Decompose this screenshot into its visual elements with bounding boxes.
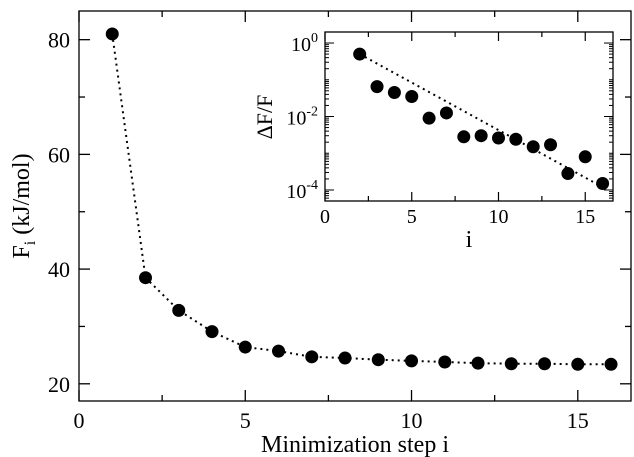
inset-y-tick-label: 100 [291,31,318,56]
y-tick-label: 20 [48,372,70,397]
inset-series [353,47,610,191]
inset-data-point [596,177,610,191]
data-point [371,353,385,367]
main-tick-labels: 0 5 10 15 20 40 60 80 [48,28,589,433]
x-tick-label: 5 [240,408,251,433]
x-tick-label: 0 [74,408,85,433]
inset-data-point [422,111,436,125]
data-point [471,356,485,370]
inset-data-point [578,150,592,164]
inset-data-point [491,131,505,145]
data-point [604,357,618,371]
inset-fit-line [359,53,604,188]
inset-data-point [544,138,558,152]
data-point [405,354,419,368]
x-tick-label: 10 [401,408,423,433]
data-point [504,357,518,371]
main-series [105,27,618,371]
inset-x-tick-label: 15 [575,206,595,228]
inset-data-point [370,80,384,94]
x-axis-label: Minimization step i [261,432,449,457]
inset-data-point [526,140,540,154]
y-axis-label-base: F [9,245,35,258]
inset-y-axis-label: ΔF/F [252,95,277,140]
inset-data-point [353,47,367,61]
inset-tick-labels: 0 5 10 15 100 10-2 10-4 [286,31,595,228]
y-axis-label-subscript: i [22,240,39,245]
inset-data-point [457,130,471,144]
data-point [139,271,153,285]
inset-data-point [474,129,488,143]
data-point [538,357,552,371]
y-axis-label-unit: (kJ/mol) [9,153,35,234]
data-point [172,303,186,317]
y-tick-label: 40 [48,257,70,282]
y-axis-label: Fi (kJ/mol) [9,153,39,258]
inset-y-tick-label: 10-2 [286,105,318,130]
inset-x-tick-label: 10 [488,206,508,228]
data-point [338,351,352,365]
svg-text:Fi (kJ/mol): Fi (kJ/mol) [9,153,39,258]
main-series-line [111,33,612,366]
data-point [238,340,252,354]
y-tick-label: 60 [48,142,70,167]
inset-axis-ticks [324,32,613,201]
inset-x-tick-label: 0 [320,206,330,228]
inset-data-point [439,106,453,120]
data-point [272,344,286,358]
main-axis-ticks [78,11,631,401]
inset-x-tick-label: 5 [407,206,417,228]
data-point [571,357,585,371]
inset-data-point [387,86,401,100]
inset-x-axis-label: i [466,227,473,253]
main-plot-frame [78,10,632,402]
data-point [105,27,119,41]
inset-data-point [561,167,575,181]
data-point [438,355,452,369]
data-point [305,350,319,364]
inset-data-point [405,90,419,104]
inset-data-point [509,132,523,146]
inset-y-tick-label: 10-4 [286,178,318,203]
x-tick-label: 15 [567,408,589,433]
y-tick-label: 80 [48,28,70,53]
data-point [205,325,219,339]
